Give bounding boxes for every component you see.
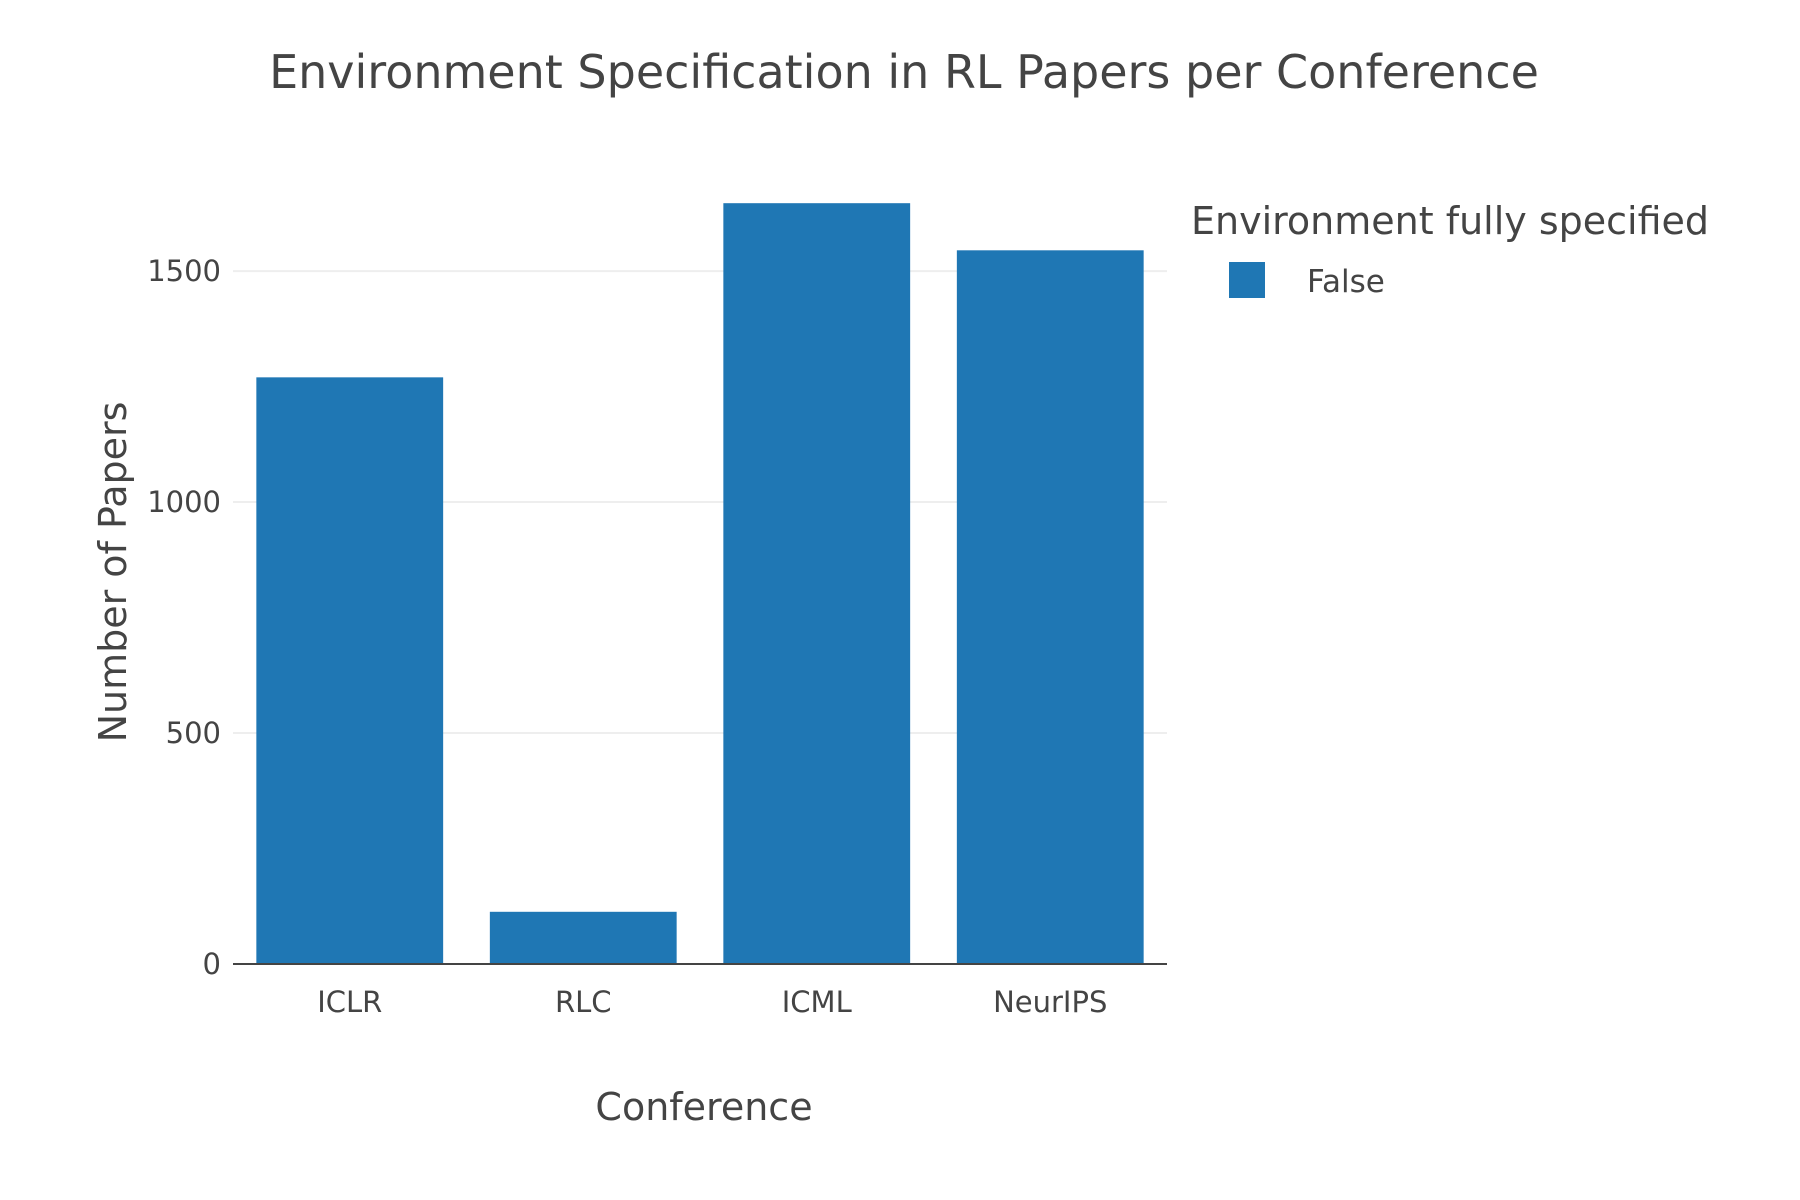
x-tick-label: NeurIPS <box>993 985 1107 1019</box>
y-tick-label: 1000 <box>147 485 221 519</box>
x-tick-label: ICML <box>782 985 852 1019</box>
bar-icml[interactable] <box>723 203 911 964</box>
legend-swatch <box>1229 262 1265 298</box>
x-tick-labels: ICLR RLC ICML NeurIPS <box>317 985 1107 1019</box>
bars <box>256 203 1144 965</box>
chart-title: Environment Specification in RL Papers p… <box>269 45 1539 99</box>
legend[interactable]: Environment fully specified False <box>1191 199 1709 300</box>
bar-neurips[interactable] <box>956 250 1144 965</box>
bar-iclr[interactable] <box>256 377 444 964</box>
y-axis-title: Number of Papers <box>91 402 135 743</box>
x-tick-label: RLC <box>555 985 612 1019</box>
y-tick-label: 1500 <box>147 254 221 288</box>
x-axis-title: Conference <box>595 1085 812 1129</box>
y-tick-label: 500 <box>166 716 221 750</box>
bar-rlc[interactable] <box>489 911 677 964</box>
legend-title: Environment fully specified <box>1191 199 1709 243</box>
legend-item-false[interactable]: False <box>1229 262 1385 300</box>
y-tick-labels: 0 500 1000 1500 <box>147 254 221 981</box>
x-tick-label: ICLR <box>317 985 382 1019</box>
legend-item-label: False <box>1307 264 1385 300</box>
y-tick-label: 0 <box>203 947 221 981</box>
